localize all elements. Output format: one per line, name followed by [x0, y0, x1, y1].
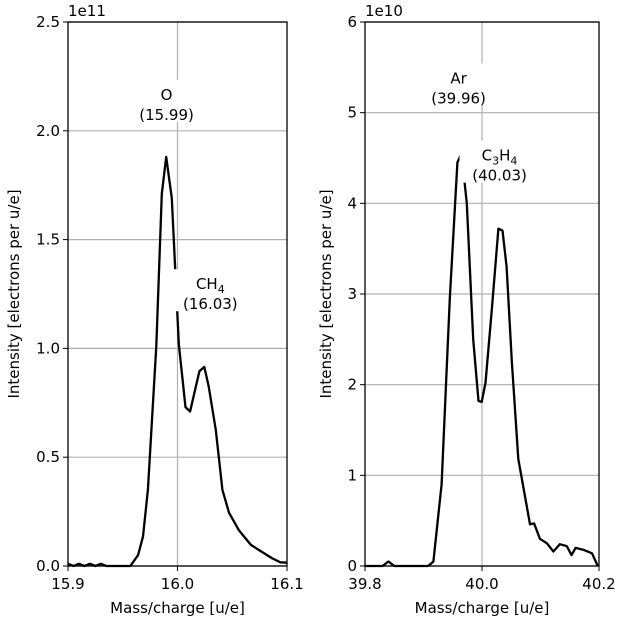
annotation-species: Ar: [450, 70, 467, 88]
y-tick-label: 4: [347, 194, 357, 212]
y-scale-label: 1e10: [365, 2, 403, 20]
x-axis-label: Mass/charge [u/e]: [415, 599, 550, 617]
y-tick-label: 0.5: [36, 448, 60, 466]
axes-frame: [364, 21, 600, 567]
y-tick-label: 3: [347, 285, 357, 303]
y-tick-label: 6: [347, 13, 357, 31]
annotation-value: (16.03): [183, 295, 238, 313]
y-tick-label: 2.5: [36, 13, 60, 31]
axes-frame: [67, 21, 288, 567]
y-tick-label: 0.0: [36, 557, 60, 575]
series-line-spectrum: [67, 155, 288, 568]
annotation-species: O: [161, 86, 173, 104]
annotation-value: (15.99): [139, 106, 194, 124]
x-tick-label: 40.2: [582, 575, 615, 593]
y-scale-label: 1e11: [68, 2, 106, 20]
x-tick-label: 39.8: [348, 575, 381, 593]
annotation-background: [126, 79, 207, 122]
y-axis-label: Intensity [electrons per u/e]: [317, 189, 335, 398]
x-tick-label: 16.1: [270, 575, 303, 593]
subplot-1: 0.0 0.5 1.0 1.5 2.0 2.5 15.9 16.0 16.1 O (15.99) CH…: [5, 2, 304, 617]
x-tick-label: 40.0: [465, 575, 498, 593]
annotation-background: [459, 140, 540, 183]
y-tick-label: 1.0: [36, 339, 60, 357]
x-tick-label: 16.0: [161, 575, 194, 593]
y-axis-label: Intensity [electrons per u/e]: [5, 189, 23, 398]
y-tick-label: 2.0: [36, 122, 60, 140]
annotation-background: [170, 269, 251, 312]
x-tick-label: 15.9: [51, 575, 84, 593]
annotation-value: (39.96): [431, 90, 486, 108]
y-tick-label: 0: [347, 557, 357, 575]
y-tick-label: 5: [347, 104, 357, 122]
y-tick-label: 2: [347, 376, 357, 394]
y-tick-label: 1: [347, 466, 357, 484]
annotation-species: CH4: [196, 275, 225, 296]
y-tick-label: 1.5: [36, 231, 60, 249]
annotation-value: (40.03): [472, 167, 527, 185]
subplot-2: 0 1 2 3 4 5 6 39.8 40.0 40.2 Ar (39.96) C3H4(40.03) 1…: [317, 2, 616, 617]
x-axis-label: Mass/charge [u/e]: [110, 599, 245, 617]
annotation-background: [418, 63, 499, 106]
annotation-species: C3H4: [482, 147, 518, 168]
